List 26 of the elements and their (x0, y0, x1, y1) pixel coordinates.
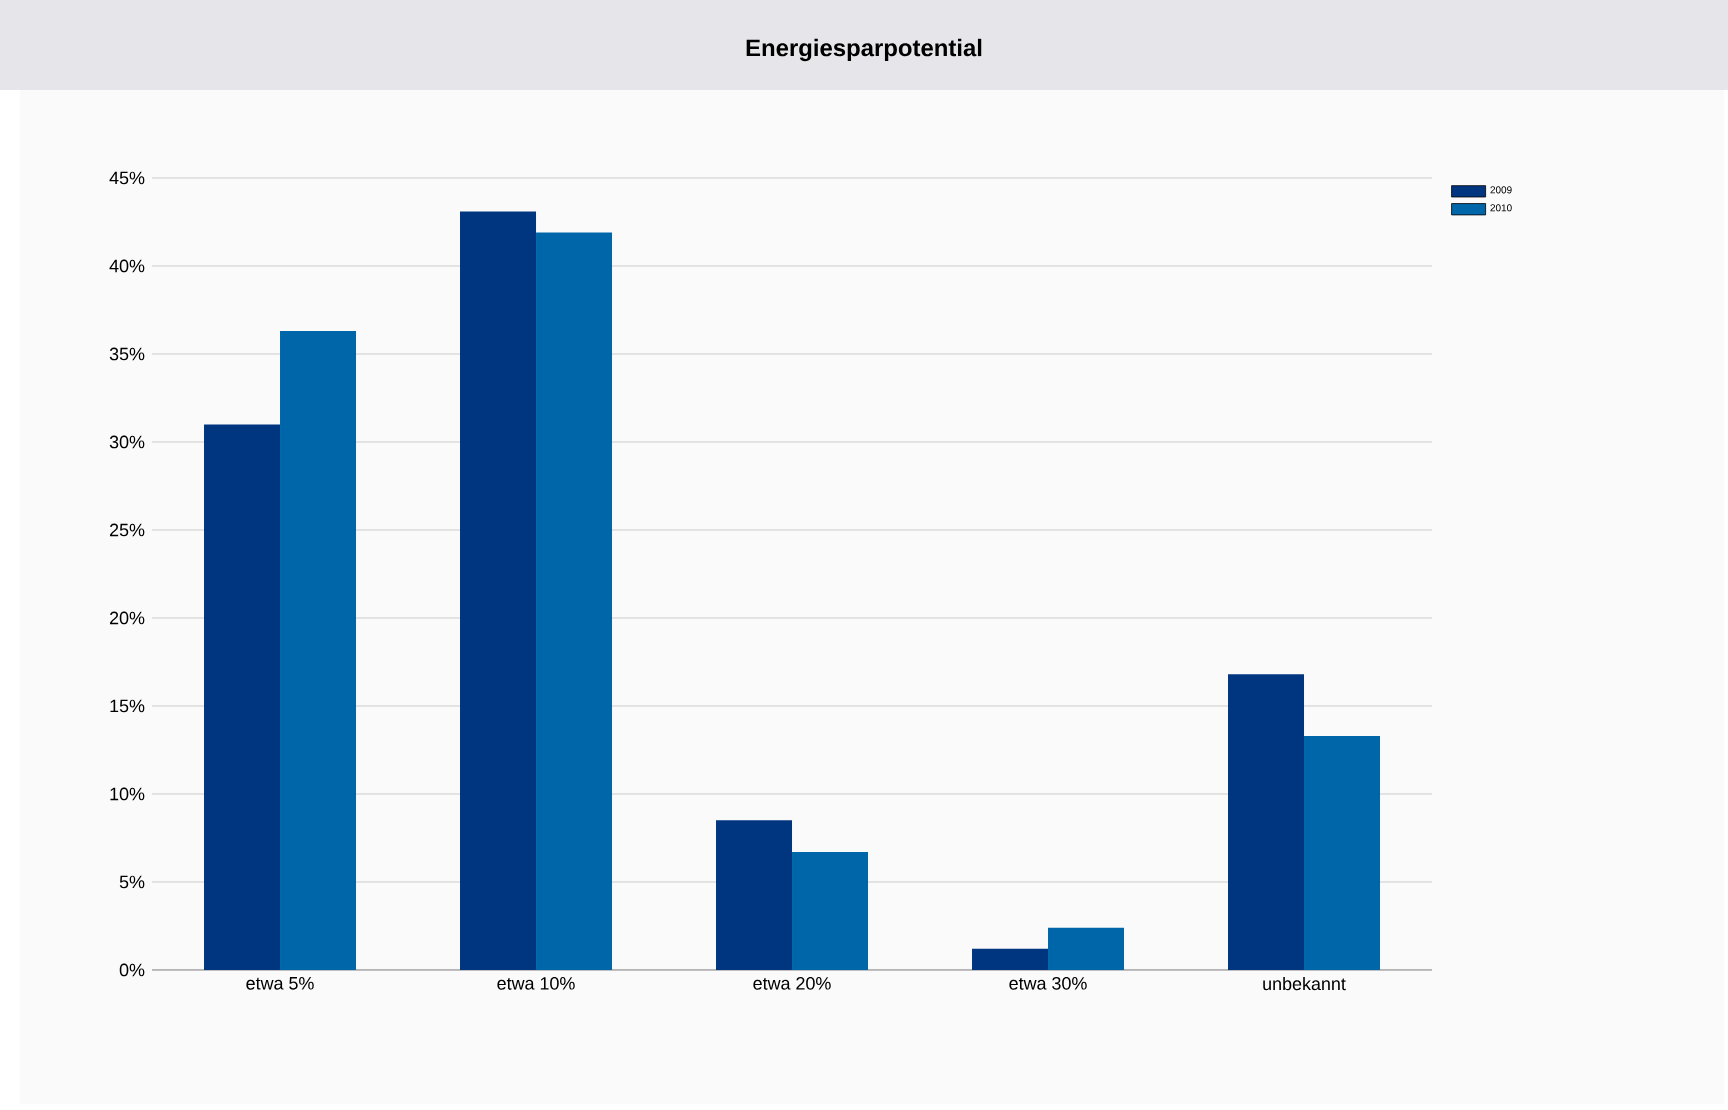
bar (1304, 735, 1381, 970)
y-tick-label: 45% (109, 171, 145, 185)
bar (460, 211, 537, 970)
x-tick-label: etwa 5% (246, 977, 314, 990)
bar (792, 852, 869, 970)
y-tick-label: 5% (119, 875, 145, 889)
y-tick-label: 35% (109, 347, 145, 361)
x-tick-label: etwa 30% (1009, 977, 1087, 990)
bar (536, 232, 613, 970)
x-tick-label: etwa 10% (497, 977, 575, 990)
y-tick-label: 25% (109, 523, 145, 537)
x-tick-label: etwa 20% (753, 977, 831, 990)
y-tick-label: 20% (109, 611, 145, 625)
chart-title: Energiesparpotential (746, 38, 982, 62)
bar (1228, 674, 1305, 970)
bar (972, 948, 1049, 970)
y-tick-label: 30% (109, 435, 145, 449)
bar (280, 331, 357, 970)
y-tick-label: 10% (110, 787, 145, 801)
y-tick-label: 0% (119, 963, 145, 977)
y-tick-label: 15% (110, 699, 145, 713)
bar (204, 424, 281, 970)
bar (1048, 927, 1125, 970)
y-tick-label: 40% (109, 259, 145, 273)
x-tick-label: unbekannt (1263, 977, 1346, 991)
bar (716, 820, 793, 970)
